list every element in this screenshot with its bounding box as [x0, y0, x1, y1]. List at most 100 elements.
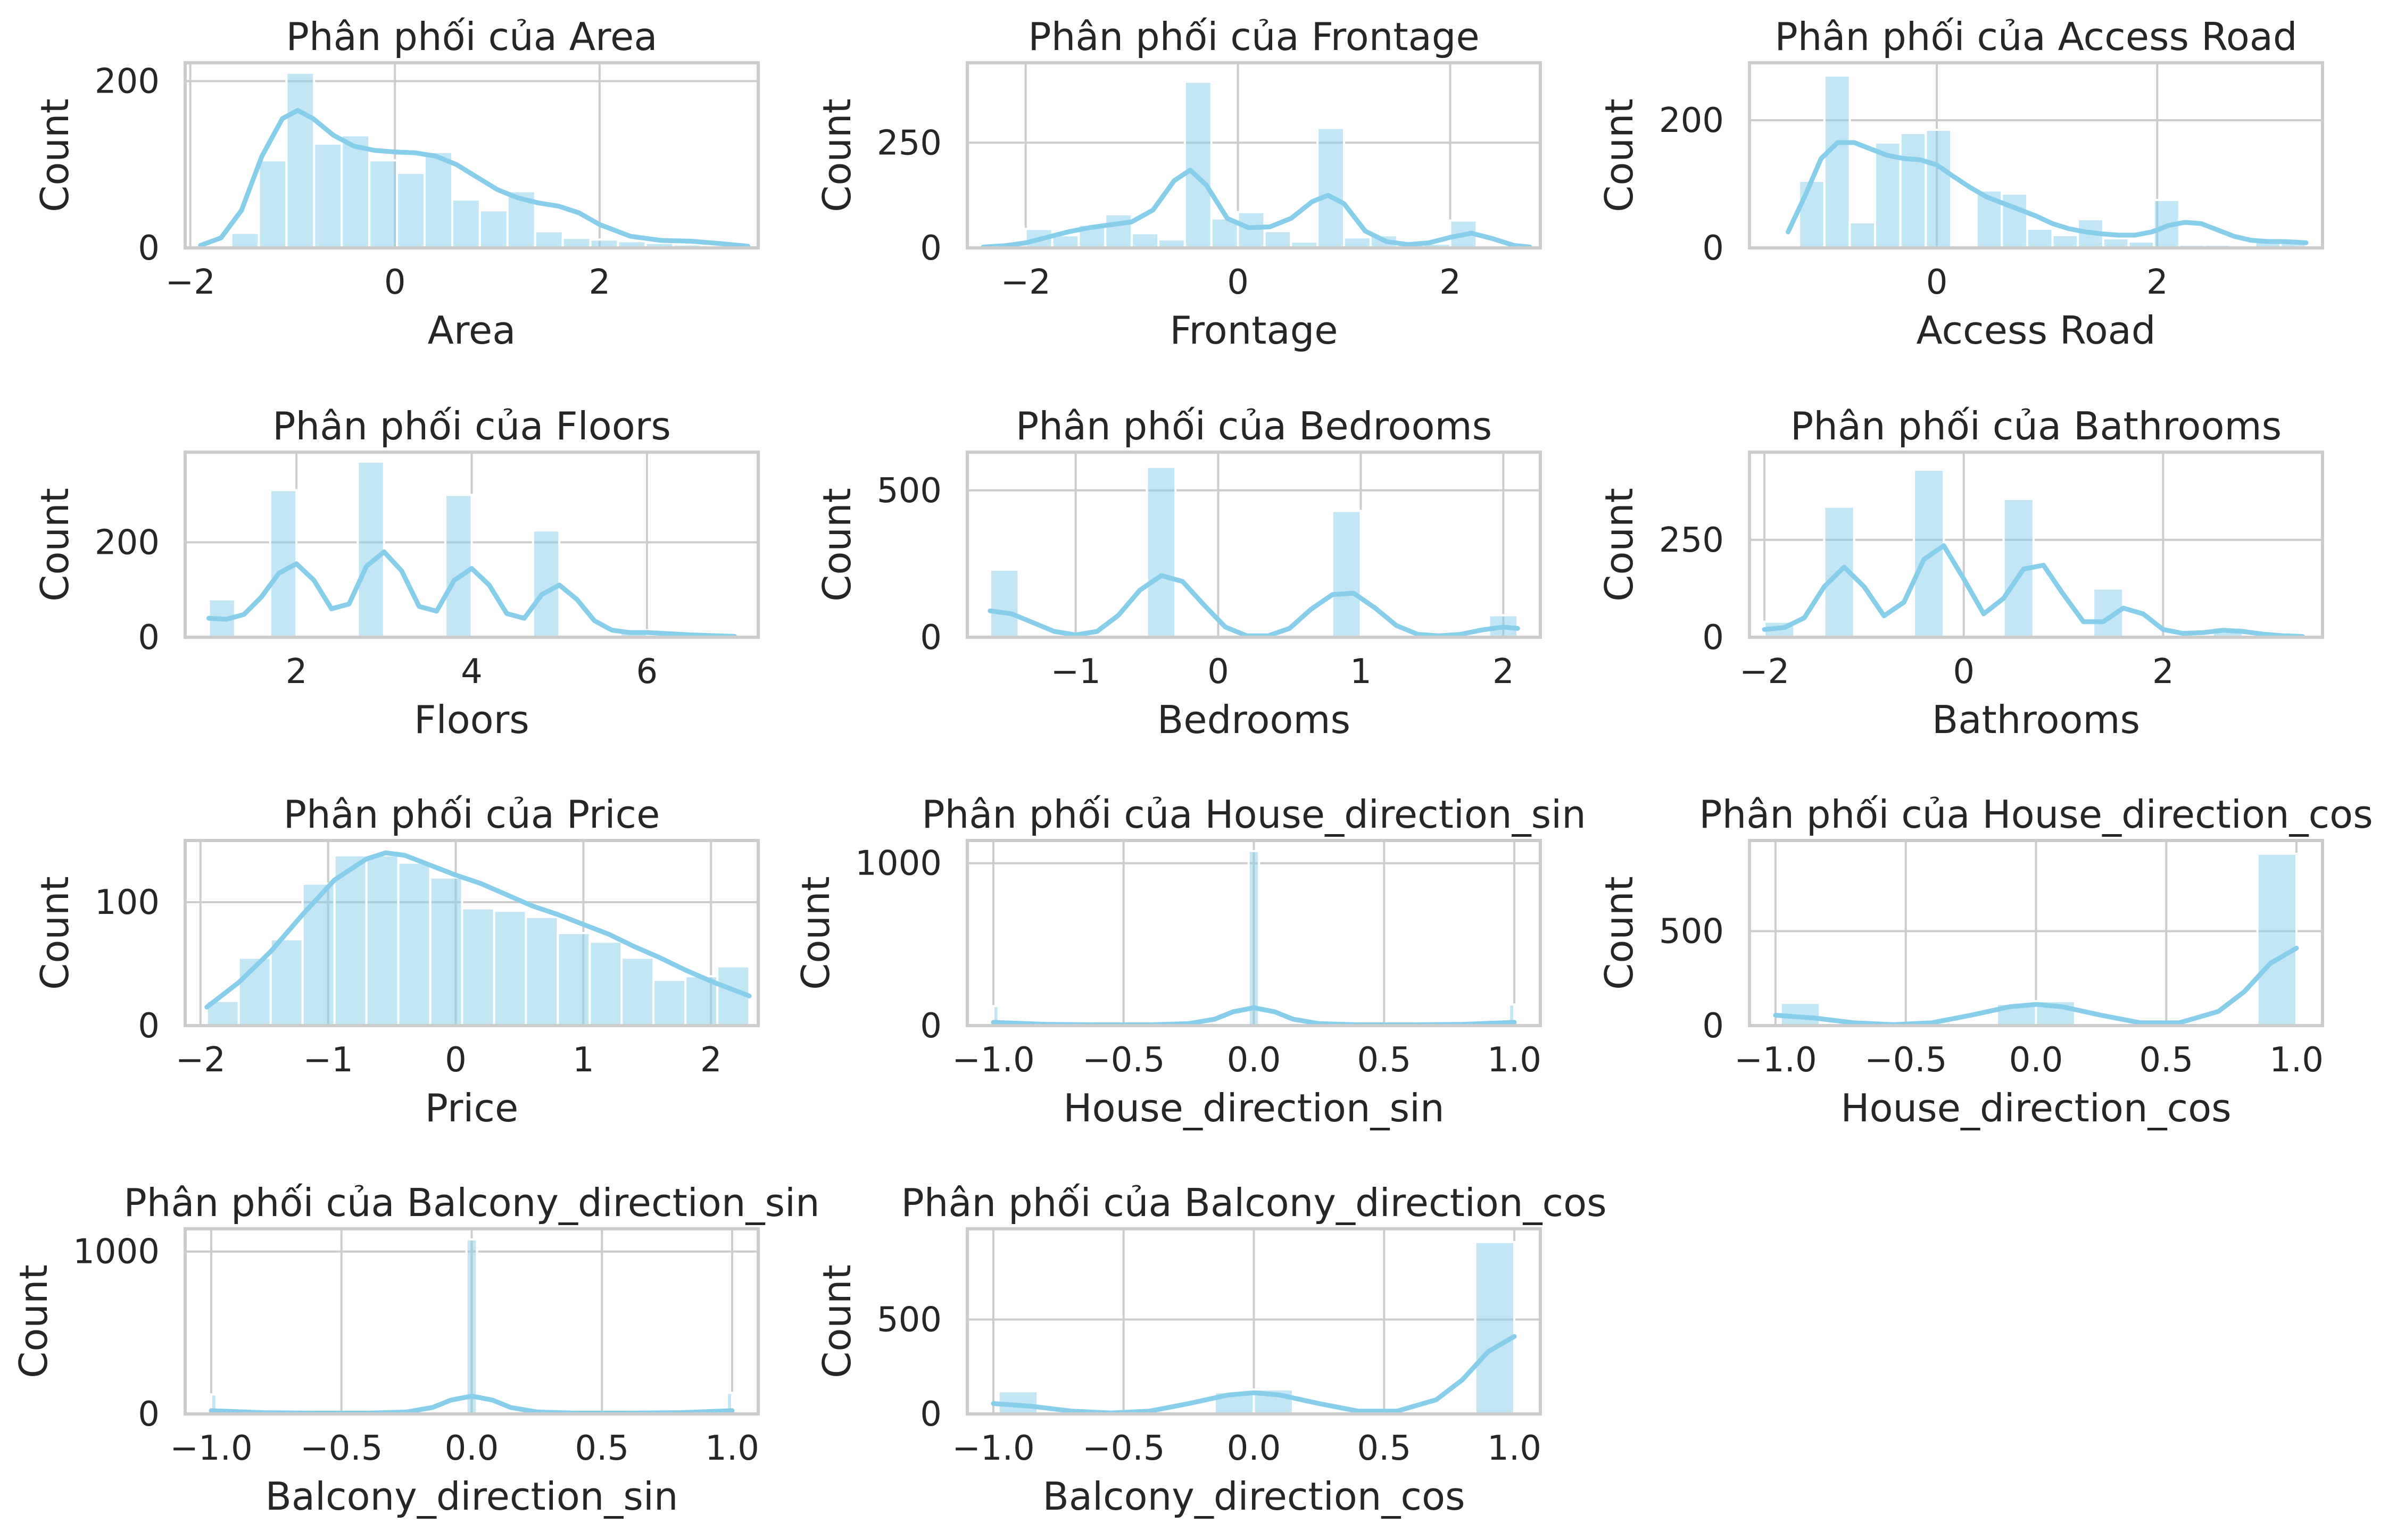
histogram-bar	[461, 907, 495, 1027]
histogram-bar	[1104, 213, 1133, 249]
y-tick-label: 250	[877, 123, 942, 163]
histogram-bar	[451, 198, 481, 249]
y-tick-label: 0	[920, 1395, 942, 1434]
subplot-title: Phân phối của Area	[286, 14, 658, 59]
axes-frame	[966, 451, 1542, 639]
x-axis-label: Balcony_direction_cos	[1042, 1474, 1465, 1519]
x-tick-label: −1.0	[1734, 1040, 1817, 1080]
y-axis-label: Count	[815, 98, 859, 212]
y-tick-label: 0	[1702, 618, 1724, 657]
y-tick-label: 0	[1702, 1006, 1724, 1046]
y-tick-label: 200	[95, 62, 160, 101]
histogram-bar	[313, 143, 343, 249]
histogram-bar	[1263, 230, 1292, 249]
histogram-bar	[424, 151, 453, 249]
y-tick-label: 500	[877, 1300, 942, 1339]
y-tick-label: 250	[1659, 521, 1724, 560]
x-tick-label: −0.5	[1082, 1429, 1165, 1468]
x-tick-label: 0.5	[575, 1429, 629, 1468]
y-axis-label: Count	[32, 98, 77, 212]
kde-line	[1786, 140, 2309, 245]
histogram-bar	[333, 854, 368, 1027]
x-axis-label: Bedrooms	[1157, 697, 1350, 742]
x-tick-label: 1.0	[2269, 1040, 2324, 1080]
subplot-7: −2 −1 0 1 2 0 100 Phân phối của Price Price Count	[32, 792, 760, 1130]
y-tick-label: 0	[138, 1006, 160, 1046]
histogram-bar	[1913, 468, 1945, 639]
x-tick-label: −2	[165, 263, 215, 302]
histogram-bar	[429, 876, 463, 1027]
histogram-bar	[356, 460, 385, 638]
histogram-bar	[1247, 850, 1260, 1027]
x-tick-label: 2	[589, 263, 611, 302]
y-axis-label: Count	[815, 1264, 859, 1378]
histogram-bar	[1798, 180, 1826, 249]
x-tick-label: −2	[1739, 652, 1789, 692]
x-tick-label: 2	[2152, 652, 2174, 692]
y-axis-label: Count	[1597, 98, 1641, 212]
x-tick-label: 2	[700, 1040, 722, 1080]
x-tick-label: 1.0	[705, 1429, 759, 1468]
x-tick-label: −0.5	[1864, 1040, 1947, 1080]
x-axis-label: House_direction_cos	[1840, 1086, 2231, 1130]
x-tick-label: 0	[1953, 652, 1975, 692]
axes-frame	[184, 839, 760, 1027]
x-tick-label: 0	[1227, 263, 1249, 302]
subplot-title: Phân phối của House_direction_cos	[1699, 792, 2373, 837]
x-axis-label: Bathrooms	[1932, 697, 2140, 742]
subplot-3: 0 2 0 200 Phân phối của Access Road Access Ro…	[1597, 14, 2324, 353]
histogram-bar	[465, 1238, 478, 1415]
x-tick-label: 0	[1926, 263, 1948, 302]
subplot-9: −1.0 −0.5 0.0 0.5 1.0 0 500 Phân phối của House…	[1597, 792, 2373, 1130]
x-tick-label: 1.0	[1487, 1429, 1541, 1468]
axes-frame	[966, 1227, 1542, 1416]
x-tick-label: −2	[176, 1040, 226, 1080]
y-tick-label: 0	[920, 1006, 942, 1046]
y-tick-label: 200	[1659, 101, 1724, 140]
subplot-title: Phân phối của Floors	[272, 404, 671, 448]
kde-line	[981, 168, 1532, 249]
y-tick-label: 500	[1659, 912, 1724, 951]
subplot-6: −2 0 2 0 250 Phân phối của Bathrooms Bathrooms…	[1597, 404, 2324, 742]
subplot-title: Phân phối của Balcony_direction_sin	[123, 1180, 819, 1225]
histogram-bar	[368, 159, 399, 249]
x-tick-label: 1	[1350, 652, 1372, 692]
histogram-bar	[1237, 211, 1266, 249]
y-axis-label: Count	[1597, 876, 1641, 990]
x-tick-label: 0.0	[2009, 1040, 2063, 1080]
x-tick-label: −1	[303, 1040, 353, 1080]
y-axis-label: Count	[32, 488, 77, 602]
x-axis-label: Floors	[414, 697, 529, 742]
y-axis-label: Count	[11, 1264, 56, 1378]
axes-frame	[966, 839, 1542, 1027]
histogram-bar	[258, 159, 288, 249]
x-tick-label: 2	[286, 652, 308, 692]
histogram-bar	[2051, 234, 2079, 249]
axes-frame	[1748, 839, 2324, 1027]
x-tick-label: −2	[1001, 263, 1051, 302]
y-tick-label: 0	[920, 229, 942, 268]
subplot-title: Phân phối của Access Road	[1774, 14, 2297, 59]
axes-frame	[184, 1227, 760, 1416]
histogram-bar	[2026, 228, 2054, 249]
histogram-bar	[588, 940, 623, 1027]
x-tick-label: 2	[1439, 263, 1461, 302]
histogram-bar	[652, 979, 687, 1027]
subplot-title: Phân phối của Balcony_direction_cos	[901, 1180, 1606, 1225]
histogram-bar	[341, 134, 371, 249]
subplot-title: Phân phối của Frontage	[1028, 14, 1479, 59]
x-tick-label: −0.5	[300, 1429, 383, 1468]
y-tick-label: 0	[138, 618, 160, 657]
histogram-bar	[1823, 74, 1851, 249]
histogram-bar	[365, 854, 400, 1027]
subplot-5: −1 0 1 2 0 500 Phân phối của Bedrooms Bedrooms C…	[815, 404, 1542, 742]
x-axis-label: Access Road	[1916, 308, 2155, 353]
histogram-bar	[478, 209, 509, 249]
y-tick-label: 0	[1702, 229, 1724, 268]
histogram-bar	[534, 230, 564, 249]
histogram-bar	[396, 171, 426, 249]
histogram-bar	[397, 861, 432, 1027]
histogram-bar	[525, 915, 559, 1027]
x-tick-label: 4	[461, 652, 483, 692]
